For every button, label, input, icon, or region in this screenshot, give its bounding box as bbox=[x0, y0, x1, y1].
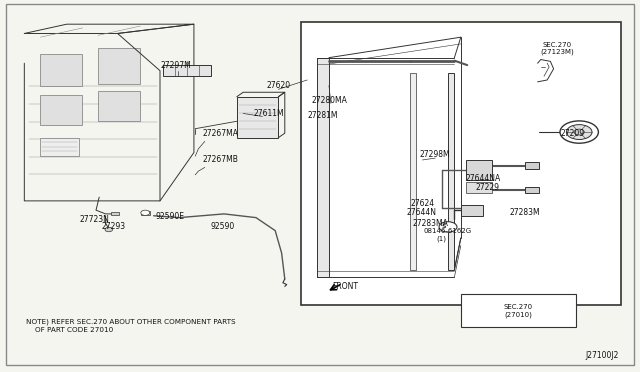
Text: 27611M: 27611M bbox=[253, 109, 284, 118]
Bar bbox=[141, 211, 150, 215]
Text: 27298M: 27298M bbox=[420, 150, 451, 159]
Bar bbox=[98, 91, 140, 121]
Text: 27283M: 27283M bbox=[509, 208, 540, 217]
Text: 27229: 27229 bbox=[476, 183, 500, 192]
Text: 27267MB: 27267MB bbox=[203, 155, 239, 164]
Text: NOTE) REFER SEC.270 ABOUT OTHER COMPONENT PARTS: NOTE) REFER SEC.270 ABOUT OTHER COMPONEN… bbox=[26, 318, 236, 324]
Text: SEC.270: SEC.270 bbox=[504, 304, 533, 310]
Text: 27280MA: 27280MA bbox=[312, 96, 348, 105]
Text: FRONT: FRONT bbox=[333, 282, 358, 291]
Text: 27209: 27209 bbox=[561, 129, 585, 138]
Text: 27297M: 27297M bbox=[161, 61, 191, 70]
Circle shape bbox=[105, 227, 113, 232]
Text: 27644N: 27644N bbox=[406, 208, 436, 217]
Text: S: S bbox=[442, 224, 447, 230]
Bar bbox=[237, 97, 278, 138]
Text: 27620: 27620 bbox=[266, 81, 291, 90]
Text: J27100J2: J27100J2 bbox=[585, 351, 618, 360]
Bar bbox=[461, 294, 576, 327]
Text: OF PART CODE 27010: OF PART CODE 27010 bbox=[26, 327, 113, 333]
Text: (27123M): (27123M) bbox=[540, 49, 573, 55]
Circle shape bbox=[560, 121, 598, 143]
Text: 92590: 92590 bbox=[211, 222, 235, 231]
Bar bbox=[301, 22, 621, 305]
Circle shape bbox=[574, 129, 584, 135]
Text: SEC.270: SEC.270 bbox=[542, 42, 572, 48]
Bar bbox=[525, 187, 539, 193]
Text: 92590E: 92590E bbox=[155, 212, 184, 221]
Circle shape bbox=[566, 125, 592, 140]
Bar bbox=[466, 182, 492, 193]
Bar bbox=[317, 58, 329, 277]
Bar bbox=[40, 95, 82, 125]
Text: 27283MA: 27283MA bbox=[412, 219, 448, 228]
Bar bbox=[525, 162, 539, 169]
Circle shape bbox=[141, 210, 150, 215]
Bar bbox=[410, 73, 416, 270]
Text: 27644NA: 27644NA bbox=[465, 174, 501, 183]
Text: (27010): (27010) bbox=[504, 311, 532, 318]
Text: 27281M: 27281M bbox=[308, 111, 339, 120]
Text: 27624: 27624 bbox=[410, 199, 435, 208]
Text: 27723N: 27723N bbox=[80, 215, 109, 224]
Circle shape bbox=[439, 222, 457, 232]
Bar bbox=[466, 160, 492, 180]
Text: 27267MA: 27267MA bbox=[203, 129, 239, 138]
Bar bbox=[461, 205, 483, 216]
Text: 27293: 27293 bbox=[102, 222, 126, 231]
Bar bbox=[448, 73, 454, 270]
Bar bbox=[40, 138, 79, 156]
Bar bbox=[98, 48, 140, 84]
Bar bbox=[40, 54, 82, 86]
Text: 08146-6162G: 08146-6162G bbox=[424, 228, 472, 234]
Text: (1): (1) bbox=[436, 235, 447, 242]
Bar bbox=[111, 212, 119, 215]
Bar bbox=[163, 65, 211, 76]
